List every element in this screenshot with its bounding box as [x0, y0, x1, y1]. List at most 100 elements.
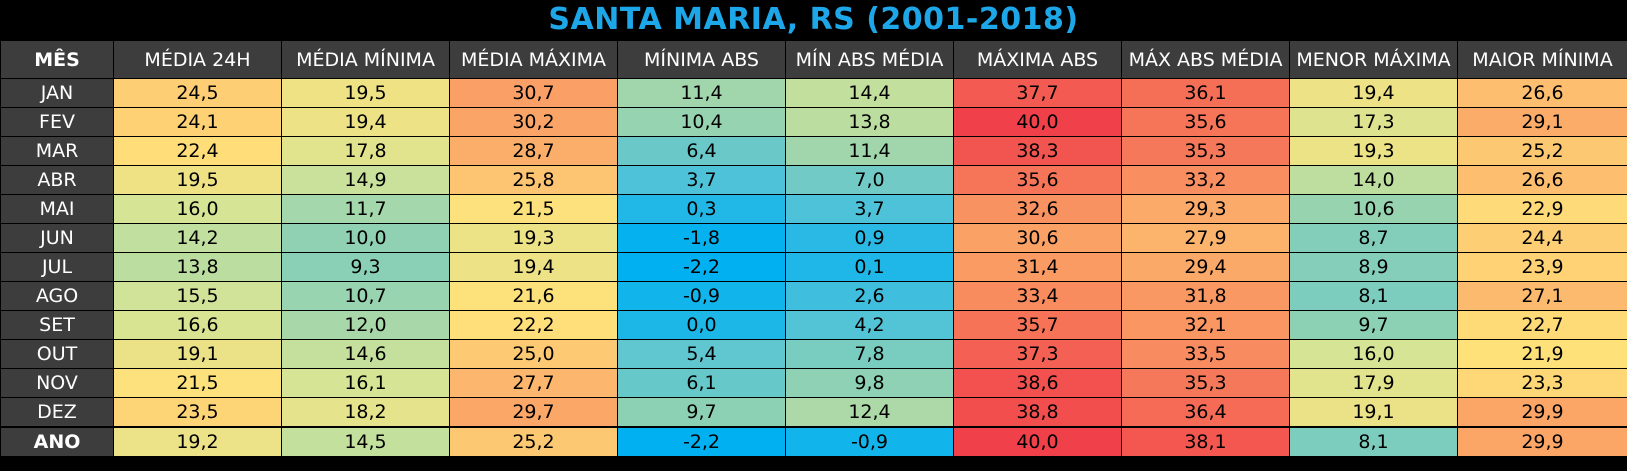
table-cell: 27,7	[449, 368, 618, 398]
table-cell: 9,8	[785, 368, 954, 398]
table-cell: 30,6	[953, 223, 1122, 253]
row-label: SET	[0, 310, 114, 340]
table-cell: 35,7	[953, 310, 1122, 340]
table-cell: 17,8	[281, 136, 450, 166]
table-row: SET 16,6 12,0 22,2 0,0 4,2 35,7 32,1 9,7 22,7	[0, 310, 1627, 340]
table-cell: 19,2	[113, 426, 282, 457]
column-header-media-minima: MÉDIA MÍNIMA	[281, 40, 450, 79]
table-cell: 21,5	[113, 368, 282, 398]
row-label: JUL	[0, 252, 114, 282]
table-cell: 38,8	[953, 397, 1122, 428]
table-cell: 10,6	[1289, 194, 1458, 224]
climate-table: MÊS MÉDIA 24H MÉDIA MÍNIMA MÉDIA MÁXIMA MÍNI…	[0, 40, 1627, 457]
table-cell: 23,3	[1457, 368, 1627, 398]
table-cell: 33,4	[953, 281, 1122, 311]
row-label: DEZ	[0, 397, 114, 428]
table-cell: 13,8	[113, 252, 282, 282]
table-cell: 38,1	[1121, 426, 1290, 457]
table-cell: 25,0	[449, 339, 618, 369]
row-label: MAI	[0, 194, 114, 224]
table-cell: 29,9	[1457, 397, 1627, 428]
table-cell: 40,0	[953, 426, 1122, 457]
table-cell: -2,2	[617, 252, 786, 282]
table-cell: 26,6	[1457, 78, 1627, 108]
table-cell: 14,9	[281, 165, 450, 195]
table-cell: 24,5	[113, 78, 282, 108]
table-cell: 0,3	[617, 194, 786, 224]
table-cell: 16,0	[113, 194, 282, 224]
table-cell: 8,7	[1289, 223, 1458, 253]
table-cell: 24,1	[113, 107, 282, 137]
table-cell: 19,5	[281, 78, 450, 108]
table-row: AGO 15,5 10,7 21,6 -0,9 2,6 33,4 31,8 8,1 27,1	[0, 281, 1627, 311]
table-cell: 19,5	[113, 165, 282, 195]
table-cell: 36,1	[1121, 78, 1290, 108]
table-cell: 0,1	[785, 252, 954, 282]
table-cell: 22,4	[113, 136, 282, 166]
table-cell: 40,0	[953, 107, 1122, 137]
table-row: JUL 13,8 9,3 19,4 -2,2 0,1 31,4 29,4 8,9 23,9	[0, 252, 1627, 282]
table-cell: -0,9	[617, 281, 786, 311]
table-row: MAI 16,0 11,7 21,5 0,3 3,7 32,6 29,3 10,6 22,9	[0, 194, 1627, 224]
table-cell: 14,2	[113, 223, 282, 253]
table-cell: 0,9	[785, 223, 954, 253]
table-cell: 19,4	[449, 252, 618, 282]
table-cell: 9,7	[1289, 310, 1458, 340]
table-cell: 31,4	[953, 252, 1122, 282]
column-header-min-abs-media: MÍN ABS MÉDIA	[785, 40, 954, 79]
table-cell: 31,8	[1121, 281, 1290, 311]
table-cell: 27,1	[1457, 281, 1627, 311]
row-label: JUN	[0, 223, 114, 253]
table-row: JUN 14,2 10,0 19,3 -1,8 0,9 30,6 27,9 8,7 24,4	[0, 223, 1627, 253]
table-row: DEZ 23,5 18,2 29,7 9,7 12,4 38,8 36,4 19,1 29,9	[0, 397, 1627, 428]
table-cell: 29,3	[1121, 194, 1290, 224]
table-cell: 10,0	[281, 223, 450, 253]
table-cell: 8,1	[1289, 426, 1458, 457]
table-cell: 5,4	[617, 339, 786, 369]
table-cell: 21,6	[449, 281, 618, 311]
row-label: AGO	[0, 281, 114, 311]
table-cell: 12,0	[281, 310, 450, 340]
title-bar: SANTA MARIA, RS (2001-2018)	[0, 0, 1627, 40]
table-cell: 30,7	[449, 78, 618, 108]
table-row: ABR 19,5 14,9 25,8 3,7 7,0 35,6 33,2 14,0 26,6	[0, 165, 1627, 195]
row-label: NOV	[0, 368, 114, 398]
table-cell: 19,1	[1289, 397, 1458, 428]
annual-row: ANO 19,2 14,5 25,2 -2,2 -0,9 40,0 38,1 8,1 29,9	[0, 426, 1627, 457]
table-cell: 14,6	[281, 339, 450, 369]
table-cell: 22,9	[1457, 194, 1627, 224]
table-cell: 38,3	[953, 136, 1122, 166]
table-cell: 27,9	[1121, 223, 1290, 253]
table-cell: -1,8	[617, 223, 786, 253]
table-cell: 14,5	[281, 426, 450, 457]
table-cell: 25,2	[1457, 136, 1627, 166]
table-body: JAN 24,5 19,5 30,7 11,4 14,4 37,7 36,1 19,4 26,6 F…	[0, 78, 1627, 457]
table-cell: 3,7	[617, 165, 786, 195]
table-cell: 35,3	[1121, 368, 1290, 398]
column-header-media-24h: MÉDIA 24H	[113, 40, 282, 79]
table-cell: 24,4	[1457, 223, 1627, 253]
table-cell: 21,9	[1457, 339, 1627, 369]
table-cell: 6,4	[617, 136, 786, 166]
table-cell: 19,4	[281, 107, 450, 137]
table-cell: 38,6	[953, 368, 1122, 398]
column-header-max-abs-media: MÁX ABS MÉDIA	[1121, 40, 1290, 79]
table-row: FEV 24,1 19,4 30,2 10,4 13,8 40,0 35,6 17,3 29,1	[0, 107, 1627, 137]
table-cell: 8,9	[1289, 252, 1458, 282]
table-cell: 11,4	[617, 78, 786, 108]
table-cell: 19,4	[1289, 78, 1458, 108]
column-header-menor-maxima: MENOR MÁXIMA	[1289, 40, 1458, 79]
row-label: MAR	[0, 136, 114, 166]
table-cell: 29,7	[449, 397, 618, 428]
table-cell: 0,0	[617, 310, 786, 340]
header-row: MÊS MÉDIA 24H MÉDIA MÍNIMA MÉDIA MÁXIMA MÍNI…	[0, 40, 1627, 79]
table-cell: 29,1	[1457, 107, 1627, 137]
table-cell: 37,7	[953, 78, 1122, 108]
table-cell: 29,4	[1121, 252, 1290, 282]
column-header-media-maxima: MÉDIA MÁXIMA	[449, 40, 618, 79]
row-label: FEV	[0, 107, 114, 137]
table-cell: 23,5	[113, 397, 282, 428]
table-cell: 4,2	[785, 310, 954, 340]
table-cell: 13,8	[785, 107, 954, 137]
